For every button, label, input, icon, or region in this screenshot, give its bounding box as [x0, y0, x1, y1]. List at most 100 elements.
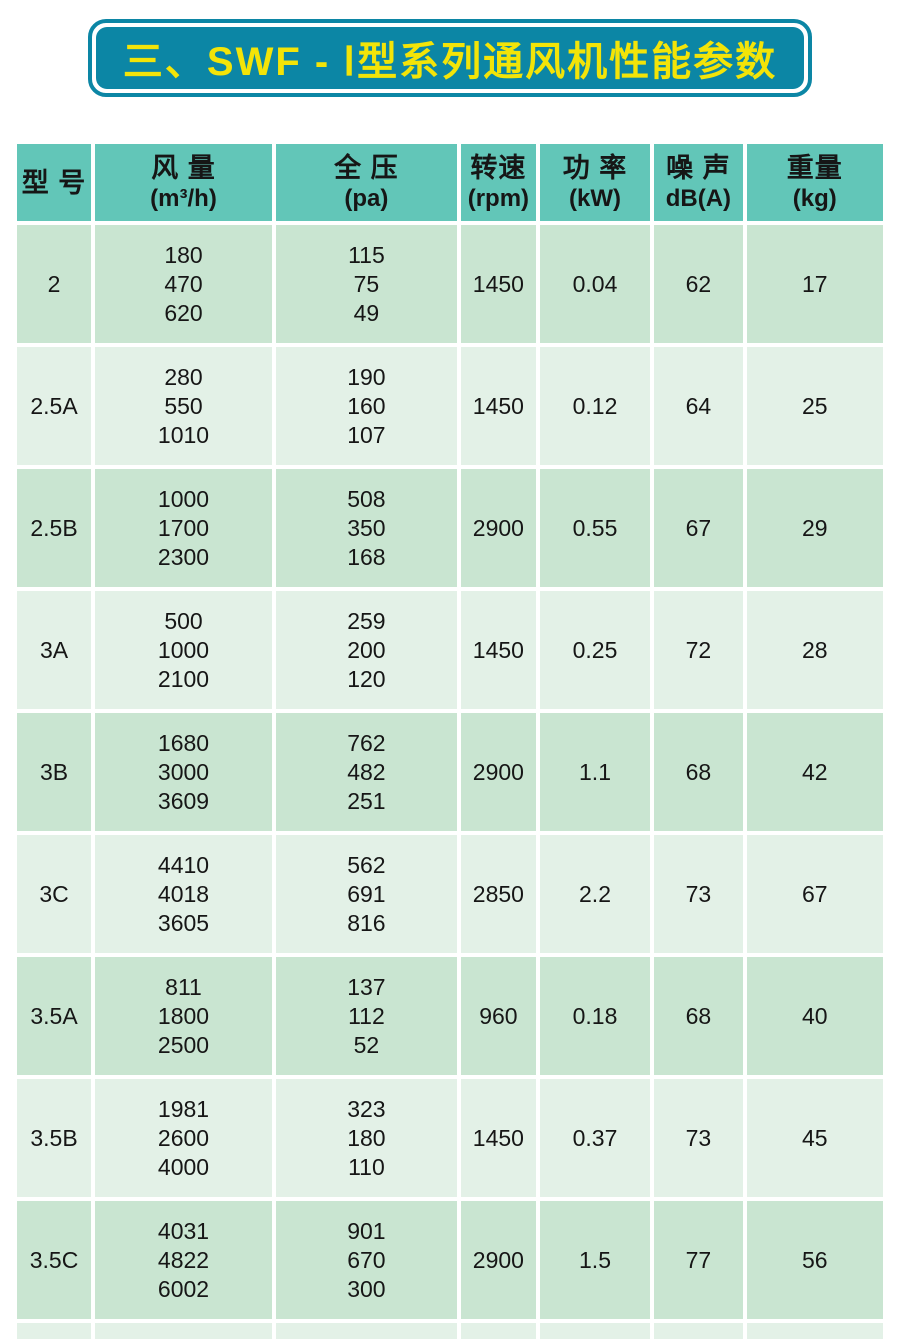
table-row: 3C 4410 4018 3605 562 691 816 2850 2.2 7… [17, 835, 883, 953]
airflow-value: 180 [164, 241, 203, 268]
airflow-value: 500 [164, 607, 203, 634]
cell-rpm: 1450 [460, 347, 536, 465]
cell-model: 2 [17, 225, 92, 343]
cell-weight: 17 [746, 225, 883, 343]
cell-weight: 42 [746, 713, 883, 831]
pressure-value: 300 [347, 1275, 386, 1302]
col-header-power: 功 率 (kW) [539, 144, 651, 221]
table-row: 3A 500 1000 2100 259 200 120 1450 0.25 7… [17, 591, 883, 709]
cell-model: 2.5A [17, 347, 92, 465]
airflow-value: 1700 [157, 514, 210, 541]
cell-rpm: 1450 [460, 225, 536, 343]
col-header-unit: (m³/h) [150, 185, 217, 212]
cell-model: 3A [17, 591, 92, 709]
cell-rpm: 2900 [460, 713, 536, 831]
col-header-unit: (rpm) [467, 185, 530, 212]
pressure-value: 160 [347, 392, 386, 419]
pressure-value: 200 [347, 636, 386, 663]
header-row: 型 号 风 量 (m³/h) 全 压 (pa) 转速 (rpm) 功 率 (kW… [17, 144, 883, 221]
pressure-value: 120 [347, 665, 386, 692]
cell-cutoff [460, 1323, 536, 1339]
cell-model: 3C [17, 835, 92, 953]
cell-power: 0.37 [539, 1079, 651, 1197]
col-header-unit: (kg) [792, 185, 837, 212]
airflow-value: 1800 [157, 1002, 210, 1029]
col-header-label: 重量 [786, 153, 843, 183]
pressure-value: 75 [353, 270, 380, 297]
airflow-value: 620 [164, 299, 203, 326]
col-header-noise: 噪 声 dB(A) [654, 144, 743, 221]
cell-rpm: 2900 [460, 469, 536, 587]
cell-pressure: 190 160 107 [275, 347, 457, 465]
cell-model: 3.5C [17, 1201, 92, 1319]
cell-pressure: 259 200 120 [275, 591, 457, 709]
cell-weight: 56 [746, 1201, 883, 1319]
page-title: 三、SWF - Ⅰ型系列通风机性能参数 [122, 40, 778, 84]
table-row: 3B 1680 3000 3609 762 482 251 2900 1.1 6… [17, 713, 883, 831]
airflow-value: 550 [164, 392, 203, 419]
cell-power: 0.12 [539, 347, 651, 465]
title-banner-inner: 三、SWF - Ⅰ型系列通风机性能参数 [96, 27, 804, 89]
cell-model: 3.5B [17, 1079, 92, 1197]
col-header-label: 功 率 [562, 153, 628, 183]
col-header-label: 风 量 [151, 153, 216, 183]
cell-model: 3.5A [17, 957, 92, 1075]
airflow-value: 280 [164, 363, 203, 390]
cell-power: 0.55 [539, 469, 651, 587]
airflow-value: 2100 [157, 665, 210, 692]
col-header-label: 全 压 [334, 153, 399, 183]
pressure-value: 482 [347, 758, 386, 785]
cell-pressure: 562 691 816 [275, 835, 457, 953]
table-row: 3.5A 811 1800 2500 137 112 52 960 0.18 6… [17, 957, 883, 1075]
cell-airflow: 1981 2600 4000 [95, 1079, 272, 1197]
cell-pressure: 137 112 52 [275, 957, 457, 1075]
pressure-value: 670 [347, 1246, 386, 1273]
airflow-value: 6002 [157, 1275, 210, 1302]
airflow-value: 811 [165, 973, 202, 1000]
cell-noise: 73 [654, 835, 743, 953]
cell-noise: 68 [654, 957, 743, 1075]
col-header-pressure: 全 压 (pa) [275, 144, 457, 221]
pressure-value: 562 [347, 851, 386, 878]
col-header-model: 型 号 [17, 144, 92, 221]
cell-airflow: 500 1000 2100 [95, 591, 272, 709]
pressure-value: 323 [347, 1095, 386, 1122]
cell-weight: 40 [746, 957, 883, 1075]
airflow-value: 1680 [157, 729, 210, 756]
cell-noise: 73 [654, 1079, 743, 1197]
airflow-value: 4018 [157, 880, 210, 907]
cell-power: 0.04 [539, 225, 651, 343]
cell-power: 1.5 [539, 1201, 651, 1319]
pressure-value: 168 [347, 543, 386, 570]
airflow-value: 3609 [157, 787, 210, 814]
cell-rpm: 2850 [460, 835, 536, 953]
cell-weight: 67 [746, 835, 883, 953]
pressure-value: 816 [347, 909, 386, 936]
col-header-rpm: 转速 (rpm) [460, 144, 536, 221]
pressure-value: 350 [347, 514, 386, 541]
pressure-value: 137 [347, 973, 386, 1000]
cell-weight: 45 [746, 1079, 883, 1197]
airflow-value: 470 [164, 270, 203, 297]
cell-power: 0.18 [539, 957, 651, 1075]
cell-pressure: 762 482 251 [275, 713, 457, 831]
cell-weight: 25 [746, 347, 883, 465]
airflow-value: 1000 [157, 485, 210, 512]
cell-rpm: 2900 [460, 1201, 536, 1319]
col-header-label: 噪 声 [666, 153, 731, 183]
cell-power: 2.2 [539, 835, 651, 953]
cell-noise: 67 [654, 469, 743, 587]
cell-airflow: 280 550 1010 [95, 347, 272, 465]
col-header-airflow: 风 量 (m³/h) [95, 144, 272, 221]
cell-cutoff [95, 1323, 272, 1339]
cell-cutoff [275, 1323, 457, 1339]
cell-noise: 64 [654, 347, 743, 465]
pressure-value: 52 [353, 1031, 380, 1058]
airflow-value: 1981 [157, 1095, 210, 1122]
col-header-unit: (pa) [344, 185, 389, 212]
airflow-value: 3605 [157, 909, 210, 936]
col-header-label: 型 号 [21, 167, 87, 198]
col-header-label: 转速 [470, 153, 527, 183]
cell-weight: 28 [746, 591, 883, 709]
cell-pressure: 323 180 110 [275, 1079, 457, 1197]
